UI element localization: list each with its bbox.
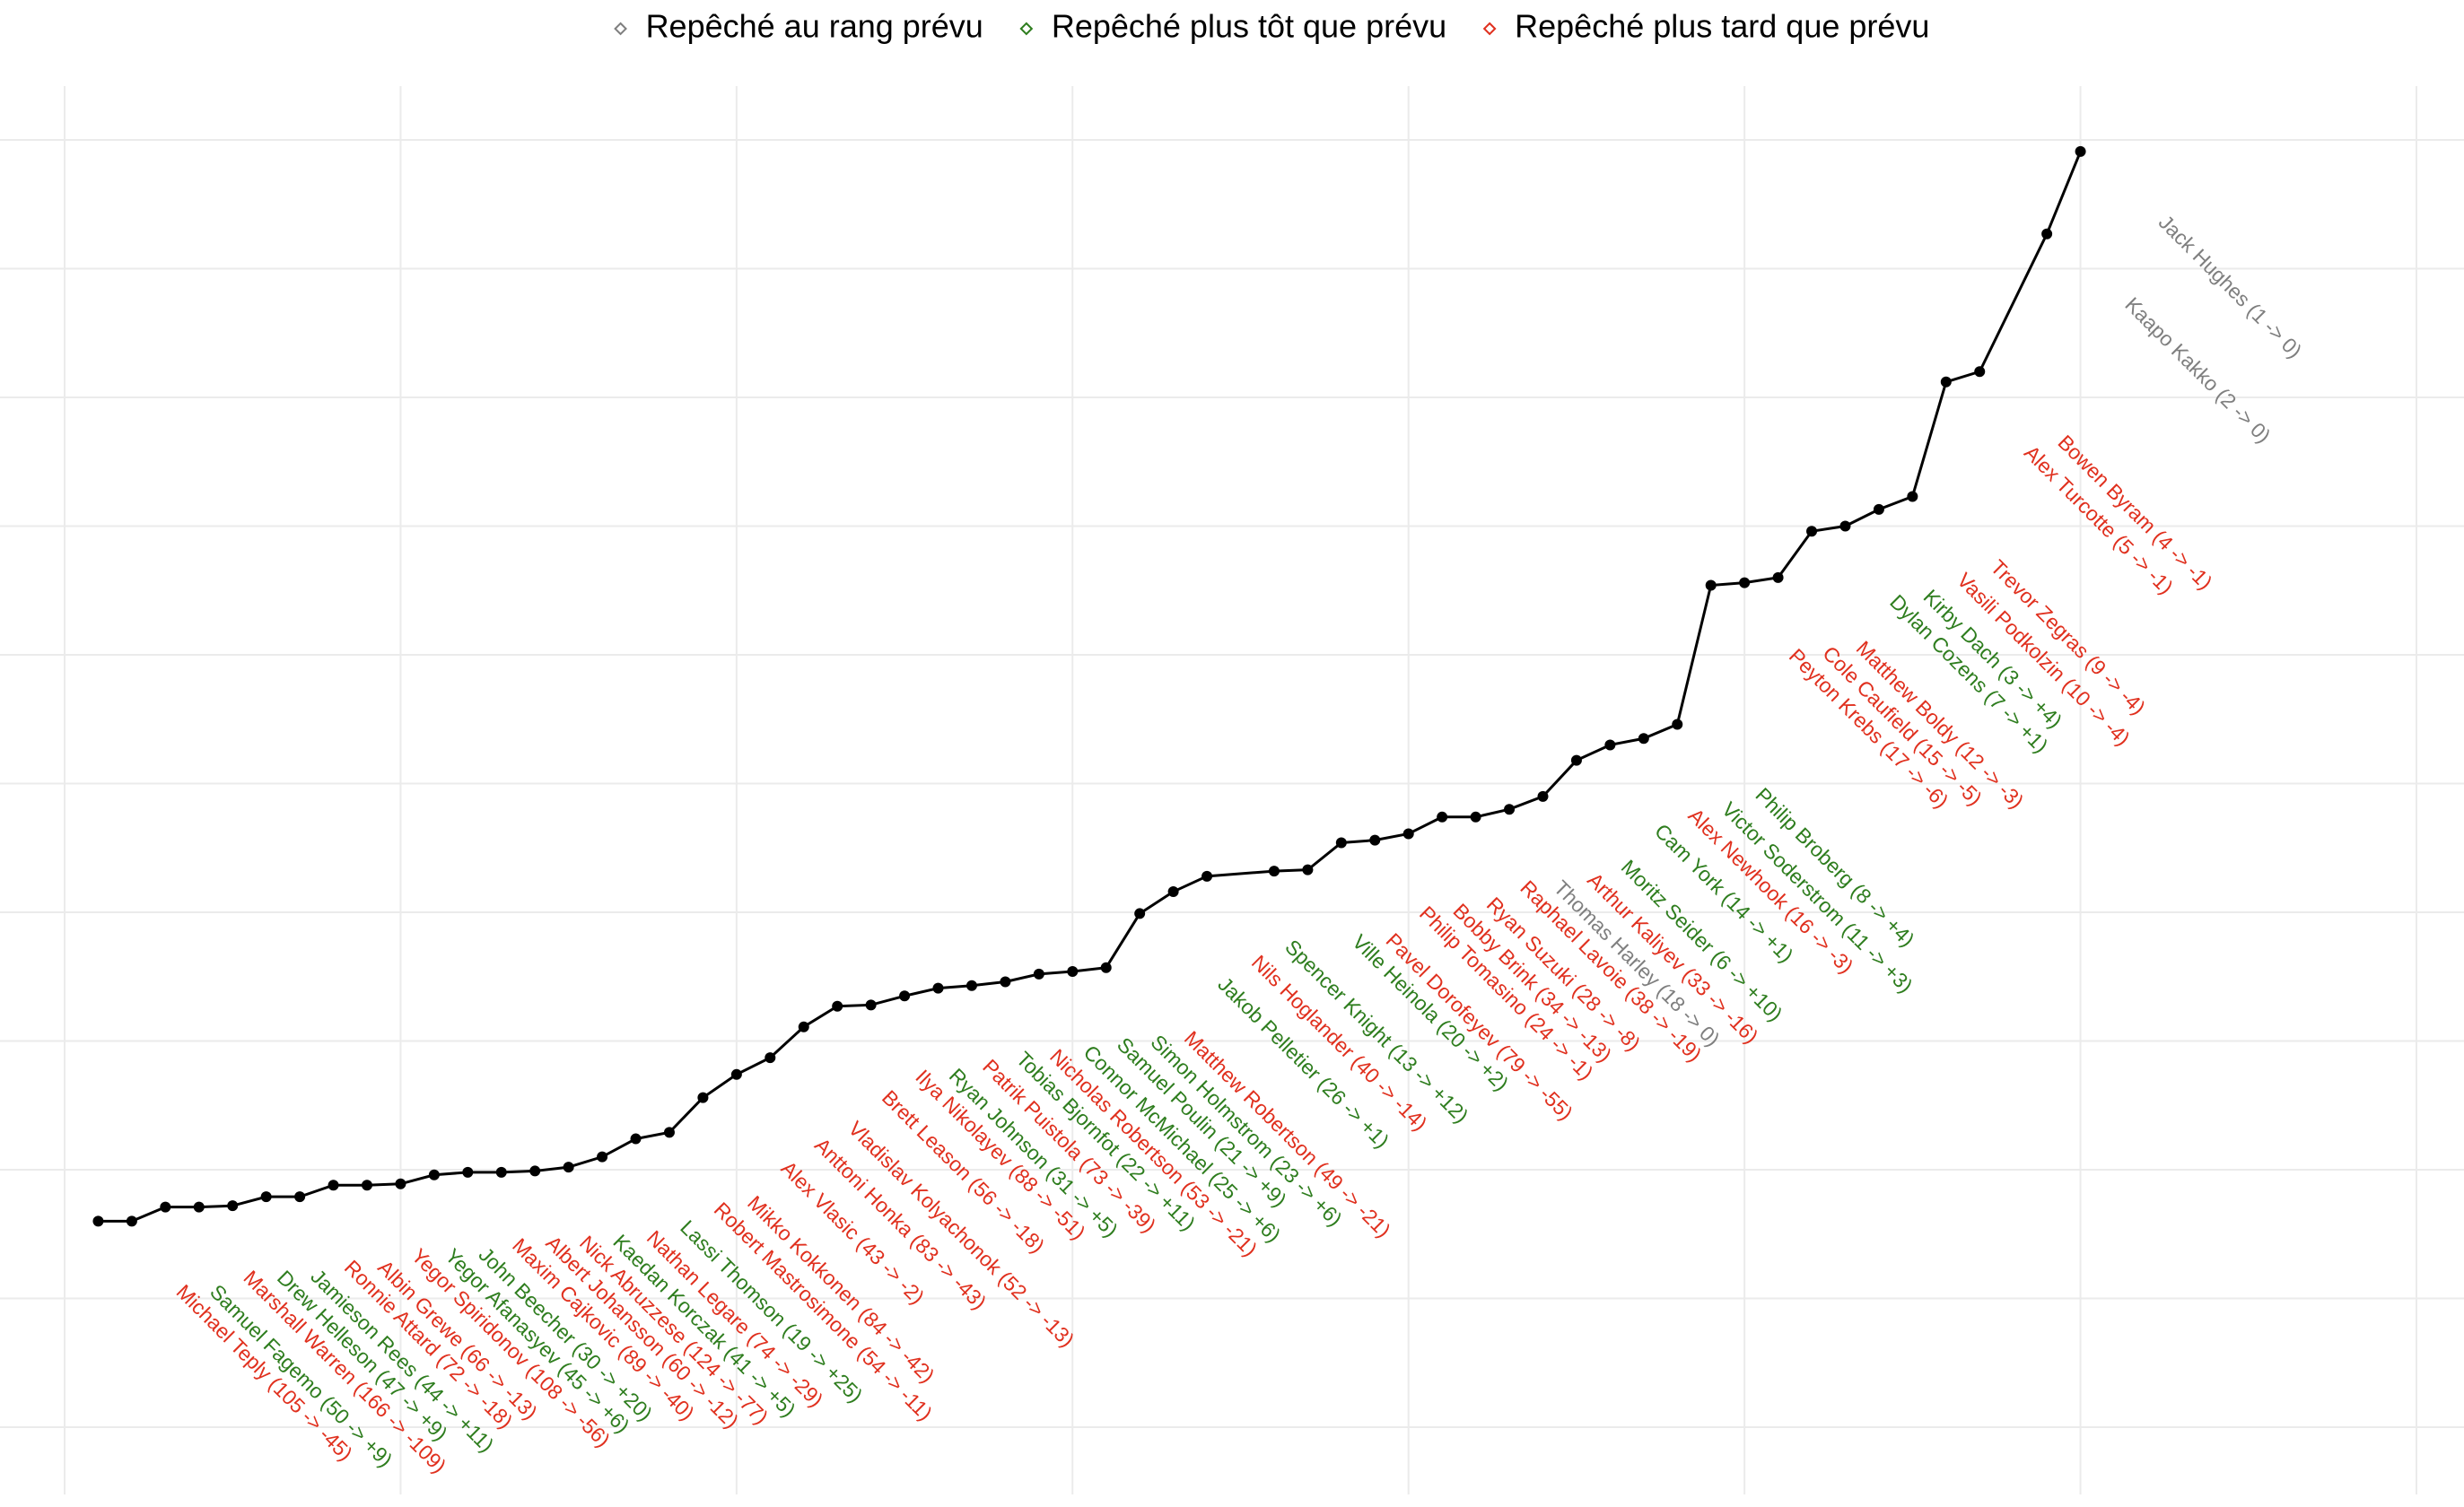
point: [1974, 366, 1986, 378]
point: [92, 1215, 104, 1227]
point-label: Victor Soderstrom (11 -> +3): [1717, 797, 1918, 997]
point: [1806, 526, 1818, 537]
point: [1504, 804, 1516, 815]
point: [1201, 870, 1213, 882]
point: [899, 990, 911, 1002]
point: [1268, 866, 1280, 877]
point: [730, 1068, 742, 1080]
point: [1470, 811, 1481, 823]
point: [1772, 571, 1784, 583]
point: [1302, 864, 1314, 875]
point: [765, 1052, 776, 1064]
point: [1335, 837, 1347, 849]
point: [227, 1200, 239, 1212]
point: [663, 1127, 675, 1138]
point: [1907, 491, 1918, 502]
point: [294, 1191, 306, 1203]
point: [1705, 579, 1717, 591]
point: [1134, 908, 1146, 919]
point: [697, 1092, 709, 1103]
point: [1672, 719, 1683, 730]
point: [1033, 968, 1044, 980]
legend-label: Repêché au rang prévu: [646, 8, 983, 45]
point: [832, 1000, 843, 1012]
point: [1067, 966, 1079, 978]
point: [1402, 828, 1414, 840]
legend-label: Repêché plus tôt que prévu: [1052, 8, 1446, 45]
legend-marker: [614, 22, 627, 36]
point: [1000, 976, 1011, 988]
point: [1940, 376, 1952, 388]
point: [1537, 790, 1549, 802]
point: [462, 1166, 474, 1178]
point: [1100, 962, 1112, 973]
point: [865, 999, 877, 1011]
point: [428, 1169, 440, 1180]
point: [328, 1180, 339, 1191]
legend-marker: [1482, 22, 1497, 36]
legend: Repêché au rang prévu Repêché plus tôt qu…: [614, 8, 1929, 45]
line: [98, 151, 2082, 1223]
point: [1167, 886, 1179, 898]
point: [2041, 228, 2053, 240]
point: [495, 1166, 507, 1178]
point: [1839, 520, 1851, 532]
point: [1437, 811, 1448, 823]
point: [597, 1151, 608, 1163]
point: [1369, 834, 1381, 846]
point: [193, 1201, 205, 1213]
point: [361, 1180, 372, 1191]
point: [1739, 577, 1751, 588]
point: [563, 1162, 574, 1173]
point: [395, 1178, 406, 1189]
legend-marker: [1019, 22, 1034, 36]
point: [260, 1191, 272, 1203]
point: [529, 1165, 541, 1177]
legend-label: Repêché plus tard que prévu: [1515, 8, 1929, 45]
point: [160, 1201, 171, 1213]
point: [798, 1021, 809, 1032]
point: [932, 982, 944, 994]
point: [1873, 503, 1884, 515]
point: [966, 980, 977, 991]
point: [2075, 145, 2086, 157]
point: [1604, 739, 1616, 751]
point: [630, 1133, 642, 1145]
point: [1570, 754, 1582, 766]
point: [126, 1215, 137, 1227]
point: [1638, 733, 1649, 745]
